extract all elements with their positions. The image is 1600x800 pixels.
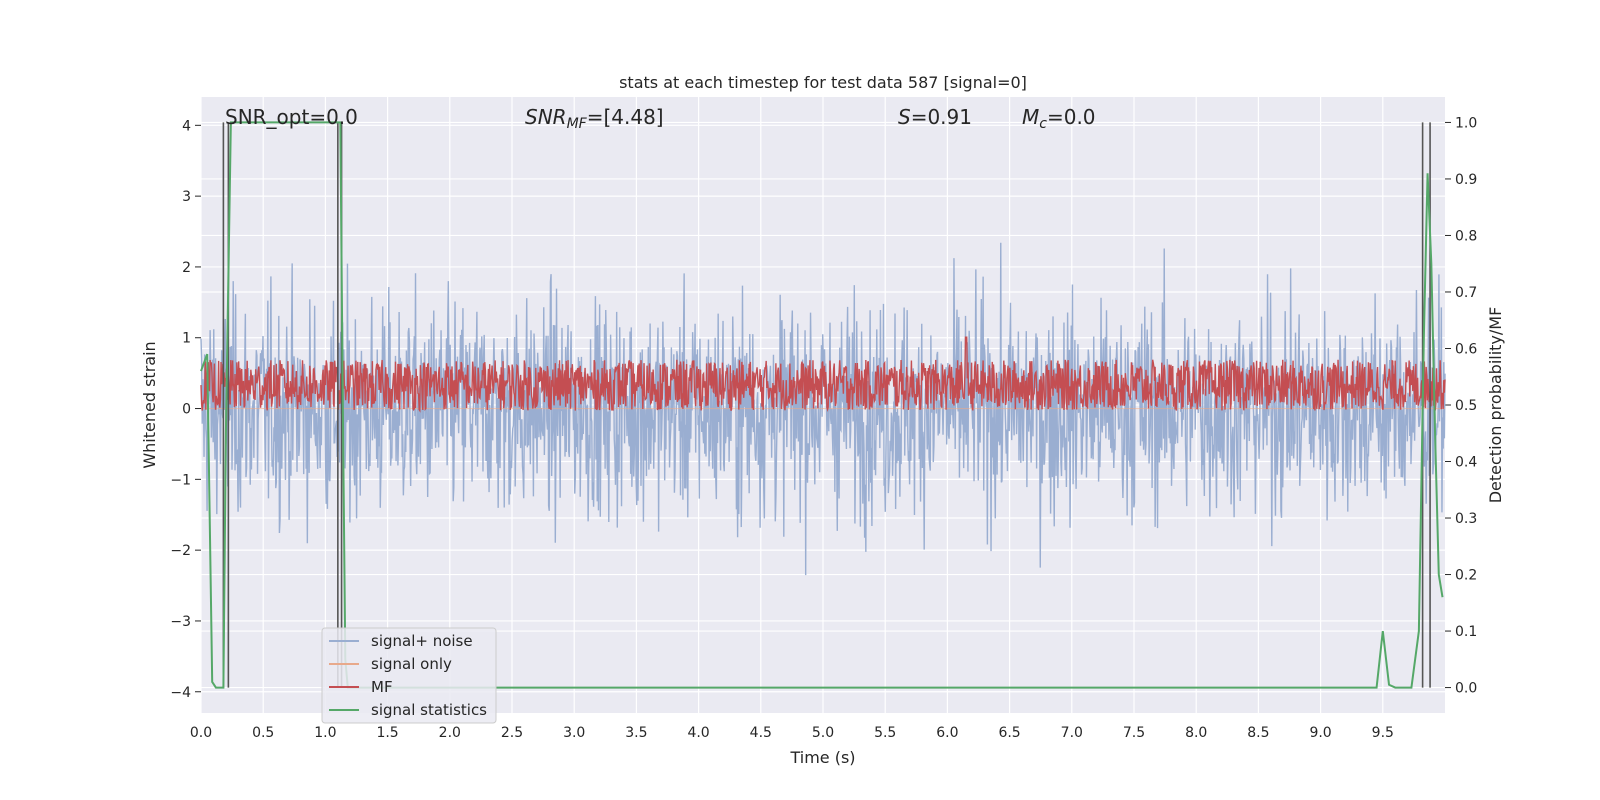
- mc-value: =0.0: [1047, 105, 1096, 129]
- y2-tick-label: 0.0: [1455, 681, 1477, 697]
- y-tick-label: −1: [170, 472, 191, 488]
- signal-noise-series: [200, 242, 1446, 576]
- y2-tick-label: 1.0: [1455, 115, 1477, 131]
- y-tick-label: 3: [182, 189, 191, 205]
- x-tick-label: 8.0: [1185, 725, 1207, 741]
- snr-mf-value: =[4.48]: [587, 105, 664, 129]
- x-tick-label: 3.5: [625, 725, 647, 741]
- s-variable: S: [898, 105, 911, 129]
- y-tick-label: −2: [170, 543, 191, 559]
- x-tick-label: 4.0: [687, 725, 709, 741]
- x-tick-labels: 0.0 0.5 1.0 1.5 2.0 2.5 3.0 3.5 4.0 4.5 5.0 5.5 6.0 6…: [190, 725, 1394, 741]
- x-tick-label: 9.5: [1372, 725, 1394, 741]
- y-tick-label: −4: [170, 685, 191, 701]
- y-tick-label: 4: [182, 118, 191, 134]
- mc-subscript: c: [1039, 116, 1047, 132]
- y2-tick-label: 0.3: [1455, 511, 1477, 527]
- x-axis-label: Time (s): [789, 748, 855, 767]
- chart-title: stats at each timestep for test data 587…: [619, 73, 1027, 92]
- y2-tick-label: 0.1: [1455, 624, 1477, 640]
- y2-tick-label: 0.5: [1455, 398, 1477, 414]
- x-tick-label: 6.5: [998, 725, 1020, 741]
- x-tick-label: 8.5: [1247, 725, 1269, 741]
- signal-statistics-series: [200, 121, 1444, 689]
- legend-label-signal-only: signal only: [371, 655, 452, 673]
- s-value: =0.91: [911, 105, 972, 129]
- y-tick-labels: −4 −3 −2 −1 0 1 2 3 4: [170, 118, 191, 700]
- x-tick-label: 0.0: [190, 725, 212, 741]
- y2-tick-label: 0.6: [1455, 341, 1477, 357]
- y2-axis-label: Detection probability/MF: [1486, 307, 1505, 504]
- x-tick-label: 7.0: [1061, 725, 1083, 741]
- y2-tick-label: 0.8: [1455, 228, 1477, 244]
- x-tick-label: 5.5: [874, 725, 896, 741]
- legend-label-mf: MF: [371, 678, 393, 696]
- signal-statistics-line: [200, 121, 1444, 689]
- legend-label-signal-noise: signal+ noise: [371, 632, 473, 650]
- y-tick-label: 1: [182, 331, 191, 347]
- snr-mf-subscript: MF: [567, 116, 588, 132]
- y-tick-label: 0: [182, 402, 191, 418]
- snr-mf-variable: SNR: [525, 105, 567, 129]
- x-tick-label: 3.0: [563, 725, 585, 741]
- y2-tick-label: 0.7: [1455, 285, 1477, 301]
- x-tick-label: 2.5: [501, 725, 523, 741]
- x-tick-label: 5.0: [812, 725, 834, 741]
- x-tick-label: 2.0: [439, 725, 461, 741]
- y2-tick-labels: 0.0 0.1 0.2 0.3 0.4 0.5 0.6 0.7 0.8 0.9 1.0: [1455, 115, 1477, 696]
- snr-opt-annotation: SNR_opt=0.0: [225, 105, 358, 129]
- x-tick-label: 0.5: [252, 725, 274, 741]
- y-axis-label: Whitened strain: [140, 341, 159, 468]
- legend-box: [321, 627, 497, 724]
- x-tick-label: 9.0: [1309, 725, 1331, 741]
- y2-tick-label: 0.2: [1455, 568, 1477, 584]
- x-tick-label: 1.0: [314, 725, 336, 741]
- mc-variable: M: [1022, 105, 1039, 129]
- y2-tick-label: 0.4: [1455, 455, 1477, 471]
- y2-tick-label: 0.9: [1455, 172, 1477, 188]
- snr-mf-annotation: SNRMF=[4.48]: [525, 105, 664, 132]
- mf-line: [200, 336, 1446, 413]
- y-tick-label: −3: [170, 614, 191, 630]
- x-tick-label: 4.5: [750, 725, 772, 741]
- x-tick-label: 6.0: [936, 725, 958, 741]
- s-annotation: S=0.91: [898, 105, 972, 129]
- y-tick-label: 2: [182, 260, 191, 276]
- legend: signal+ noise signal only MF signal stat…: [321, 627, 497, 724]
- x-tick-label: 7.5: [1123, 725, 1145, 741]
- mc-annotation: Mc=0.0: [1022, 105, 1096, 132]
- x-tick-label: 1.5: [376, 725, 398, 741]
- legend-label-signal-statistics: signal statistics: [371, 701, 487, 719]
- mf-series: [200, 336, 1446, 413]
- signal-noise-line: [200, 242, 1446, 576]
